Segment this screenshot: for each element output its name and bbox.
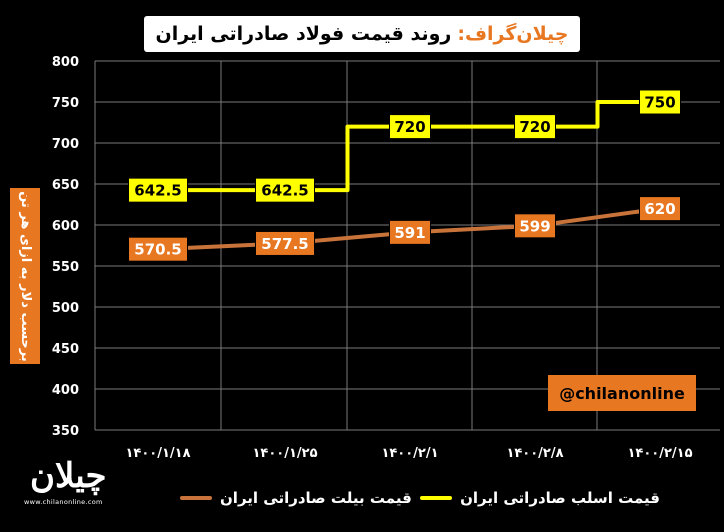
y-tick-label: 350 — [52, 424, 79, 439]
data-label-box — [128, 236, 188, 262]
legend-label-slab: قیمت اسلب صادراتی ایران — [460, 489, 660, 507]
data-label-box — [255, 177, 315, 203]
logo-url: www.chilanonline.com — [24, 498, 103, 506]
x-tick-label: ۱۴۰۰/۱/۲۵ — [252, 446, 317, 461]
y-tick-label: 600 — [52, 219, 79, 234]
y-tick-label: 800 — [52, 55, 79, 70]
data-label: 720 — [394, 118, 425, 136]
x-tick-label: ۱۴۰۰/۲/۸ — [506, 446, 563, 461]
data-label-box — [389, 114, 431, 140]
data-label: 591 — [394, 224, 425, 242]
y-tick-label: 700 — [52, 137, 79, 152]
data-label-box — [255, 230, 315, 256]
y-tick-label: 650 — [52, 178, 79, 193]
y-tick-label: 550 — [52, 260, 79, 275]
legend-label-billet: قیمت بیلت صادراتی ایران — [220, 489, 412, 507]
data-label: 577.5 — [261, 235, 308, 253]
data-label-box — [514, 213, 556, 239]
chart-title: چیلان‌گراف: روند قیمت فولاد صادراتی ایرا… — [144, 16, 580, 52]
social-handle: @chilanonline — [548, 375, 696, 411]
data-label: 620 — [644, 200, 675, 218]
y-axis-label-box: برحسب دلار به ازای هر تن — [10, 188, 40, 364]
data-label-box — [639, 89, 681, 115]
data-label: 570.5 — [134, 241, 181, 259]
x-tick-label: ۱۴۰۰/۱/۱۸ — [125, 446, 190, 461]
y-tick-label: 500 — [52, 301, 79, 316]
x-tick-label: ۱۴۰۰/۲/۱۵ — [627, 446, 692, 461]
y-tick-label: 400 — [52, 383, 79, 398]
data-label-box — [389, 219, 431, 245]
legend: قیمت بیلت صادراتی ایران قیمت اسلب صادرات… — [180, 485, 660, 511]
data-label: 599 — [519, 217, 550, 235]
legend-item-billet: قیمت بیلت صادراتی ایران — [180, 489, 412, 507]
data-label-box — [639, 196, 681, 222]
data-label: 720 — [519, 118, 550, 136]
logo-name: چیلان — [30, 456, 109, 496]
legend-swatch-billet — [180, 496, 212, 500]
data-label-box — [128, 177, 188, 203]
y-tick-label: 750 — [52, 96, 79, 111]
data-label: 642.5 — [261, 182, 308, 200]
data-label: 750 — [644, 94, 675, 112]
chilan-logo: چیلان www.chilanonline.com — [18, 456, 118, 510]
data-label: 642.5 — [134, 182, 181, 200]
legend-item-slab: قیمت اسلب صادراتی ایران — [420, 489, 660, 507]
y-tick-label: 450 — [52, 342, 79, 357]
x-tick-label: ۱۴۰۰/۲/۱ — [381, 446, 438, 461]
data-label-box — [514, 114, 556, 140]
title-brand: چیلان‌گراف: — [457, 23, 569, 45]
title-text: روند قیمت فولاد صادراتی ایران — [155, 23, 452, 45]
y-axis-label: برحسب دلار به ازای هر تن — [17, 190, 33, 362]
legend-swatch-slab — [420, 496, 453, 500]
